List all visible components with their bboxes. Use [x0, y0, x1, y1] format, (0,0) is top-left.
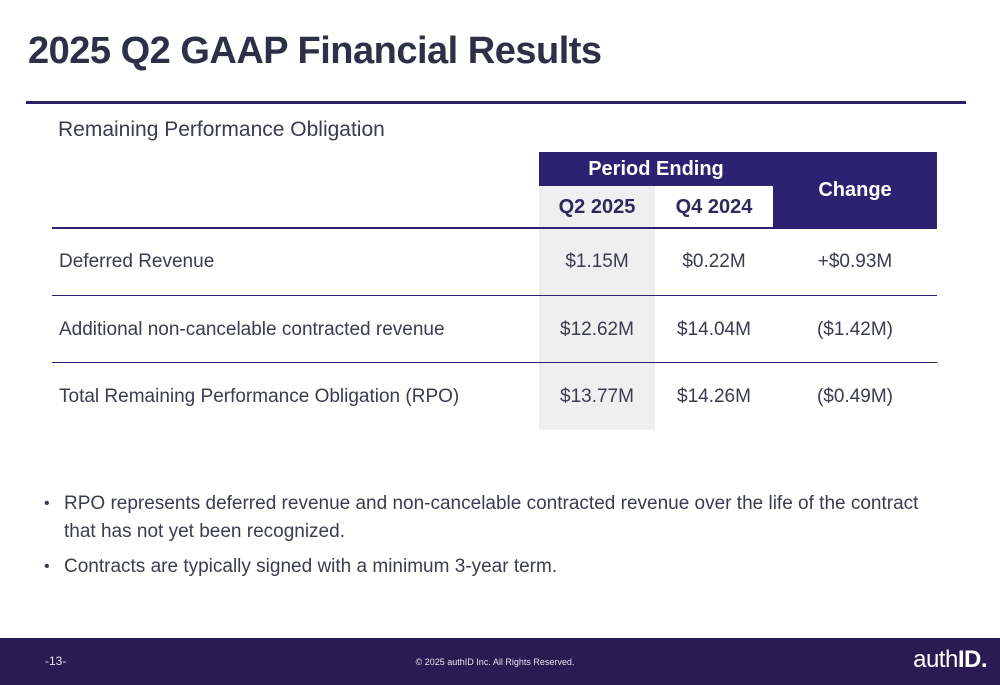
authid-logo: authID. — [913, 646, 987, 674]
bullet-icon: • — [44, 495, 50, 512]
table-row: Deferred Revenue $1.15M $0.22M +$0.93M — [0, 228, 1000, 295]
row-label: Deferred Revenue — [59, 250, 215, 272]
q2-value: $12.62M — [560, 318, 634, 340]
table-row: Additional non-cancelable contracted rev… — [0, 296, 1000, 363]
note-text: Contracts are typically signed with a mi… — [64, 556, 558, 577]
table-divider — [52, 362, 937, 363]
change-header: Change — [773, 152, 937, 228]
title-divider — [26, 101, 966, 104]
highlight-column — [539, 228, 655, 430]
logo-text-id: ID — [957, 646, 982, 673]
table-divider — [52, 295, 937, 296]
period-ending-header: Period Ending — [539, 152, 773, 186]
table-divider — [52, 227, 937, 229]
row-label: Additional non-cancelable contracted rev… — [59, 318, 445, 340]
copyright-notice: © 2025 authID Inc. All Rights Reserved. — [415, 657, 575, 667]
q2-2025-header: Q2 2025 — [539, 186, 655, 228]
change-value: +$0.93M — [817, 250, 893, 272]
bullet-icon: • — [44, 558, 50, 575]
q2-value: $13.77M — [560, 385, 634, 407]
footer-bar: -13- © 2025 authID Inc. All Rights Reser… — [0, 638, 1000, 685]
page-title: 2025 Q2 GAAP Financial Results — [28, 30, 602, 72]
change-value: ($0.49M) — [816, 385, 894, 407]
list-item: • RPO represents deferred revenue and no… — [44, 490, 924, 546]
logo-dot: . — [980, 646, 988, 673]
table-row: Total Remaining Performance Obligation (… — [0, 363, 1000, 430]
change-value: ($1.42M) — [816, 318, 894, 340]
list-item: • Contracts are typically signed with a … — [44, 553, 924, 581]
q4-value: $0.22M — [682, 250, 746, 272]
notes-list: • RPO represents deferred revenue and no… — [44, 490, 924, 588]
q2-value: $1.15M — [565, 250, 629, 272]
section-subtitle: Remaining Performance Obligation — [58, 118, 385, 141]
note-text: RPO represents deferred revenue and non-… — [64, 493, 919, 542]
q4-value: $14.04M — [677, 318, 751, 340]
logo-text-auth: auth — [913, 646, 958, 673]
page-number: -13- — [45, 654, 67, 668]
q4-value: $14.26M — [677, 385, 751, 407]
row-label: Total Remaining Performance Obligation (… — [59, 385, 460, 407]
q4-2024-header: Q4 2024 — [655, 186, 773, 228]
